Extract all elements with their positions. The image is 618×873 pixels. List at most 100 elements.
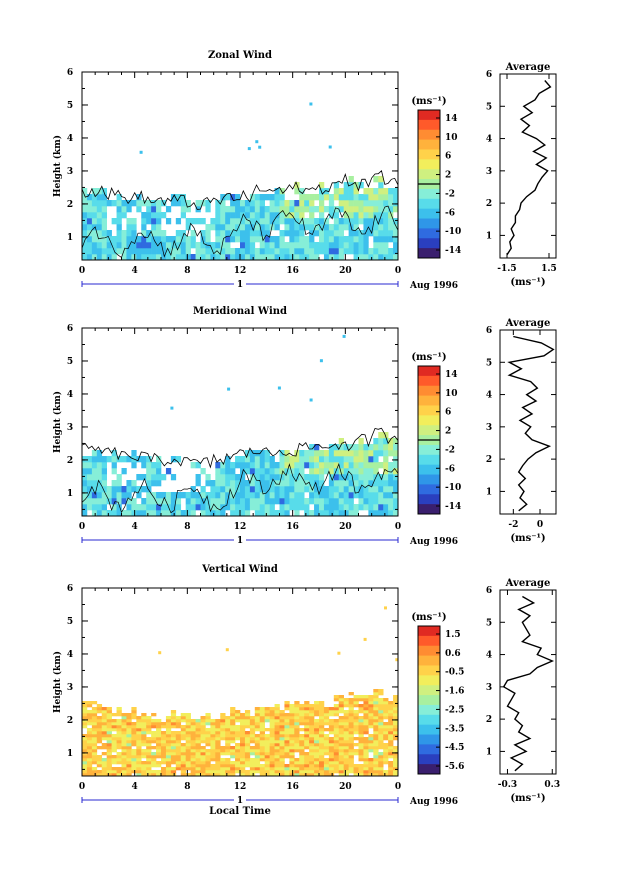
heatmap-cell xyxy=(141,761,147,765)
heatmap-cell xyxy=(82,713,88,717)
heatmap-cell xyxy=(121,743,127,747)
heatmap-cell xyxy=(175,740,182,744)
heatmap-cell xyxy=(175,504,182,511)
heatmap-cell xyxy=(284,749,290,753)
heatmap-cell xyxy=(269,713,275,717)
heatmap-cell xyxy=(368,188,374,195)
heatmap-cell xyxy=(131,716,137,720)
heatmap-cell xyxy=(309,230,315,237)
heatmap-cell xyxy=(338,770,344,774)
contour-line xyxy=(81,462,399,514)
heatmap-cell xyxy=(337,651,341,655)
heatmap-cell xyxy=(126,728,132,732)
heatmap-cell xyxy=(338,710,344,714)
heatmap-cell xyxy=(279,716,285,720)
heatmap-cell xyxy=(165,734,172,738)
heatmap-cell xyxy=(294,767,300,771)
heatmap-cell xyxy=(101,474,107,481)
heatmap-cell xyxy=(165,752,172,756)
heatmap-cell xyxy=(284,713,290,717)
heatmap-cell xyxy=(165,725,172,729)
heatmap-cell xyxy=(205,758,211,762)
avg-y-tick-label: 6 xyxy=(486,70,492,80)
heatmap-cell xyxy=(378,752,384,756)
heatmap-cell xyxy=(323,498,330,505)
heatmap-cell xyxy=(373,770,379,774)
heatmap-cell xyxy=(363,713,369,717)
heatmap-cell xyxy=(235,206,241,213)
heatmap-cell xyxy=(373,698,379,702)
heatmap-cell xyxy=(136,474,142,481)
heatmap-cell xyxy=(373,218,379,225)
heatmap-cell xyxy=(264,194,270,201)
heatmap-cell xyxy=(299,758,305,762)
heatmap-cell xyxy=(388,194,394,201)
heatmap-cell xyxy=(383,492,389,499)
heatmap-cell xyxy=(289,767,295,771)
heatmap-cell xyxy=(388,719,394,723)
heatmap-cell xyxy=(121,725,127,729)
heatmap-cell xyxy=(215,740,221,744)
heatmap-cell xyxy=(343,773,349,777)
heatmap-cell xyxy=(279,212,285,219)
heatmap-cell xyxy=(136,740,142,744)
heatmap-cell xyxy=(284,504,290,511)
heatmap-cell xyxy=(348,719,354,723)
heatmap-cell xyxy=(230,254,236,261)
heatmap-cell xyxy=(82,704,88,708)
heatmap-cell xyxy=(101,713,107,717)
heatmap-cell xyxy=(378,689,384,693)
heatmap-cell xyxy=(131,230,137,237)
heatmap-cell xyxy=(205,492,211,499)
heatmap-cell xyxy=(82,194,88,201)
avg-x-tick-label: 0.3 xyxy=(544,780,560,790)
heatmap-cell xyxy=(210,722,216,726)
day-label: 1 xyxy=(237,536,243,546)
avg-y-tick-label: 6 xyxy=(486,326,492,336)
heatmap-cell xyxy=(254,212,261,219)
heatmap-cell xyxy=(388,224,394,231)
heatmap-cell xyxy=(190,719,196,723)
heatmap-cell xyxy=(131,710,137,714)
heatmap-cell xyxy=(141,749,147,753)
heatmap-cell xyxy=(388,749,394,753)
heatmap-cell xyxy=(161,737,167,741)
heatmap-cell xyxy=(146,206,152,213)
heatmap-cell xyxy=(299,755,305,759)
heatmap-cell xyxy=(116,752,122,756)
heatmap-cell xyxy=(249,224,256,231)
heatmap-cell xyxy=(86,504,93,511)
heatmap-cell xyxy=(86,743,93,747)
heatmap-cell xyxy=(299,456,305,463)
heatmap-cell xyxy=(86,218,93,225)
heatmap-cell xyxy=(86,752,93,756)
heatmap-cell xyxy=(358,710,364,714)
average-title: Average xyxy=(505,578,551,589)
heatmap-cell xyxy=(101,188,107,195)
heatmap-cell xyxy=(190,746,196,750)
x-tick-label: 4 xyxy=(132,266,138,276)
heatmap-cell xyxy=(274,752,280,756)
heatmap-cell xyxy=(343,456,349,463)
heatmap-cell xyxy=(343,212,349,219)
heatmap-cell xyxy=(343,737,349,741)
heatmap-cell xyxy=(373,692,379,696)
heatmap-cell xyxy=(185,767,191,771)
heatmap-cell xyxy=(111,462,117,469)
heatmap-cell xyxy=(304,510,310,517)
heatmap-cell xyxy=(294,749,300,753)
heatmap-cell xyxy=(161,758,167,762)
heatmap-cell xyxy=(136,746,142,750)
heatmap-cell xyxy=(264,743,270,747)
heatmap-cell xyxy=(393,764,399,768)
heatmap-cell xyxy=(378,450,384,457)
heatmap-cell xyxy=(378,218,384,225)
heatmap-cell xyxy=(82,504,88,511)
heatmap-cell xyxy=(121,758,127,762)
heatmap-cell xyxy=(373,456,379,463)
heatmap-cell xyxy=(328,719,335,723)
heatmap-cell xyxy=(165,242,172,249)
y-tick-label: 3 xyxy=(67,423,73,433)
heatmap-cell xyxy=(264,761,270,765)
heatmap-cell xyxy=(378,737,384,741)
